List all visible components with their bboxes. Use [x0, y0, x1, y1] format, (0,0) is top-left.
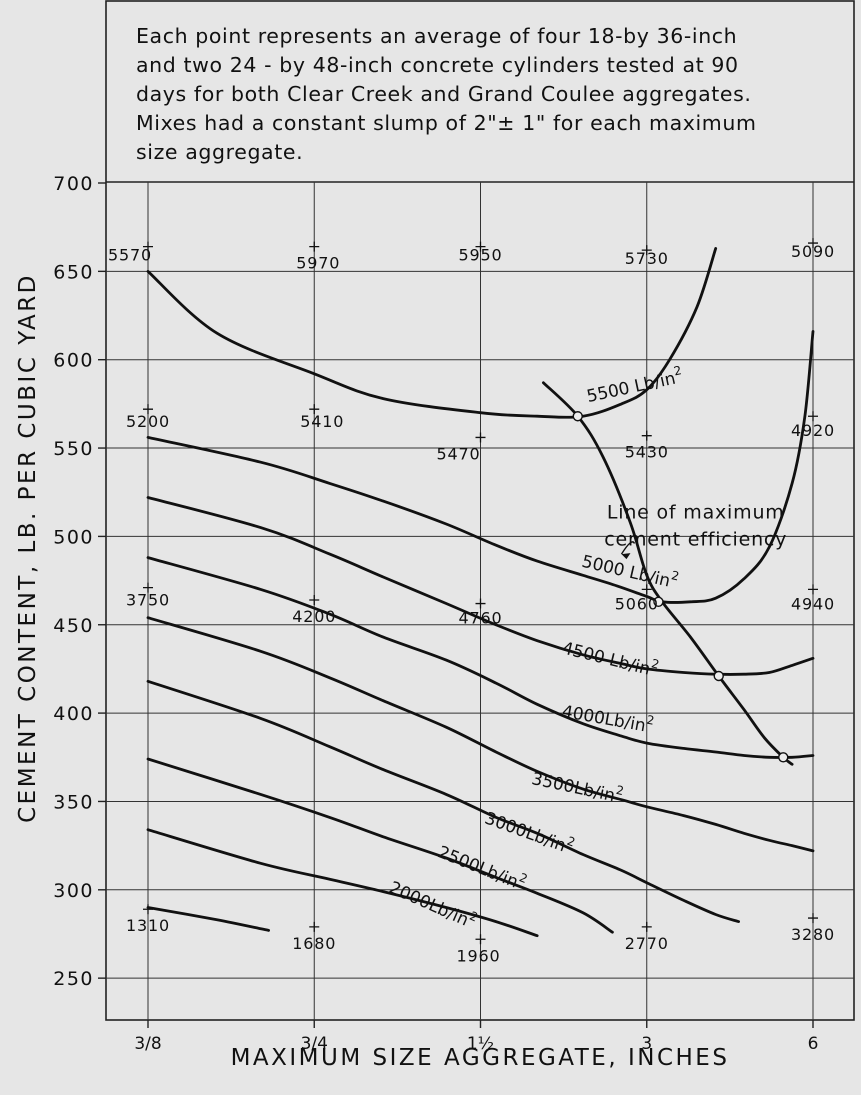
- y-tick-label: 300: [53, 880, 94, 902]
- x-tick-label: 3/4: [301, 1034, 328, 1054]
- test-point-marker: [808, 238, 818, 249]
- test-point-marker: [475, 432, 486, 443]
- y-tick-label: 650: [53, 261, 94, 283]
- note-line-5: size aggregate.: [136, 140, 304, 164]
- x-tick-label: 1½: [467, 1034, 494, 1054]
- curve-2500-lb-in: [146, 757, 614, 934]
- note-line-4: Mixes had a constant slump of 2"± 1" for…: [136, 111, 757, 135]
- curve-3000-lb-in: [146, 679, 740, 923]
- test-point-label: 4760: [459, 609, 503, 628]
- note-line-1: Each point represents an average of four…: [136, 24, 738, 48]
- efficiency-point: [778, 752, 789, 763]
- test-point-marker: [309, 241, 320, 252]
- test-point-marker: [641, 245, 652, 256]
- test-point-marker: [475, 598, 486, 609]
- annotation-arrowhead: [621, 553, 631, 560]
- test-point-marker: [641, 430, 652, 441]
- test-point-label: 5410: [300, 412, 344, 431]
- annotation-line: cement efficiency: [604, 529, 787, 551]
- y-tick-label: 350: [53, 791, 94, 813]
- test-point-marker: [309, 921, 320, 932]
- test-point-marker: [808, 584, 818, 595]
- curve-2000-lb-in: [146, 828, 539, 938]
- test-point-label: 5970: [296, 254, 340, 273]
- curve-line-of-maximum-cement-efficiency: [542, 381, 794, 766]
- note-line-3: days for both Clear Creek and Grand Coul…: [136, 82, 752, 106]
- test-point-label: 1960: [457, 946, 501, 965]
- test-point-label: 4940: [791, 594, 835, 613]
- test-point-label: 3750: [126, 591, 170, 610]
- curve-label: 4500 Lb/in2: [560, 635, 661, 682]
- x-tick-label: 3/8: [134, 1034, 161, 1054]
- note-line-2: and two 24 - by 48-inch concrete cylinde…: [136, 53, 739, 77]
- y-tick-label: 400: [53, 703, 94, 725]
- annotation-leader: [620, 541, 636, 555]
- test-point-marker: [143, 582, 153, 593]
- test-point-label: 4200: [292, 607, 336, 626]
- test-point-marker: [143, 904, 153, 915]
- test-point-label: 3280: [791, 925, 835, 944]
- test-point-marker: [143, 241, 153, 252]
- curve-label: 2000Lb/in2: [386, 874, 480, 934]
- curve-5500-lb-in: [146, 247, 718, 419]
- y-tick-label: 450: [53, 615, 94, 637]
- y-tick-label: 700: [53, 173, 94, 195]
- annotation-line: Line of maximum: [607, 502, 785, 524]
- test-point-marker: [475, 934, 486, 945]
- curve-5000-lb-in: [146, 330, 815, 604]
- test-point-label: 5730: [625, 249, 669, 268]
- efficiency-point: [572, 411, 583, 422]
- curve-3500-lb-in: [146, 616, 815, 853]
- test-point-marker: [808, 411, 818, 422]
- test-point-marker: [309, 404, 320, 415]
- y-tick-label: 550: [53, 438, 94, 460]
- test-point-label: 5470: [437, 444, 481, 463]
- test-point-marker: [641, 584, 652, 595]
- curve-label: 5500 Lb/in2: [584, 363, 685, 407]
- curve-unlabeled-8: [146, 906, 270, 932]
- test-point-marker: [808, 913, 818, 924]
- chart-note: Each point represents an average of four…: [136, 22, 836, 167]
- test-point-marker: [309, 595, 320, 606]
- test-point-marker: [475, 241, 486, 252]
- test-point-label: 1310: [126, 916, 170, 935]
- test-point-label: 5060: [615, 594, 659, 613]
- curve-4000-lb-in: [146, 556, 815, 759]
- test-point-marker: [641, 921, 652, 932]
- efficiency-point: [713, 670, 724, 682]
- curve-label: 3000Lb/in2: [482, 805, 577, 859]
- efficiency-point: [653, 596, 664, 607]
- test-point-label: 5430: [625, 443, 669, 462]
- curve-label: 5000 Lb/in2: [580, 548, 681, 593]
- test-point-label: 5090: [791, 242, 835, 261]
- y-tick-label: 500: [53, 526, 94, 548]
- test-point-label: 1680: [292, 934, 336, 953]
- x-axis-label: MAXIMUM SIZE AGGREGATE, INCHES: [230, 1045, 730, 1071]
- y-tick-label: 250: [53, 968, 94, 990]
- x-tick-label: 6: [808, 1034, 819, 1054]
- y-tick-label: 600: [53, 350, 94, 372]
- x-tick-label: 3: [641, 1034, 652, 1054]
- y-axis-label: CEMENT CONTENT, LB. PER CUBIC YARD: [15, 273, 41, 823]
- test-point-label: 5200: [126, 412, 170, 431]
- test-point-marker: [143, 404, 153, 415]
- curve-label: 2500Lb/in2: [435, 839, 530, 896]
- test-point-label: 5570: [108, 246, 152, 265]
- test-point-label: 2770: [625, 934, 669, 953]
- curve-4500-lb-in: [146, 496, 815, 676]
- test-point-label: 4920: [791, 421, 835, 440]
- test-point-label: 5950: [459, 246, 503, 265]
